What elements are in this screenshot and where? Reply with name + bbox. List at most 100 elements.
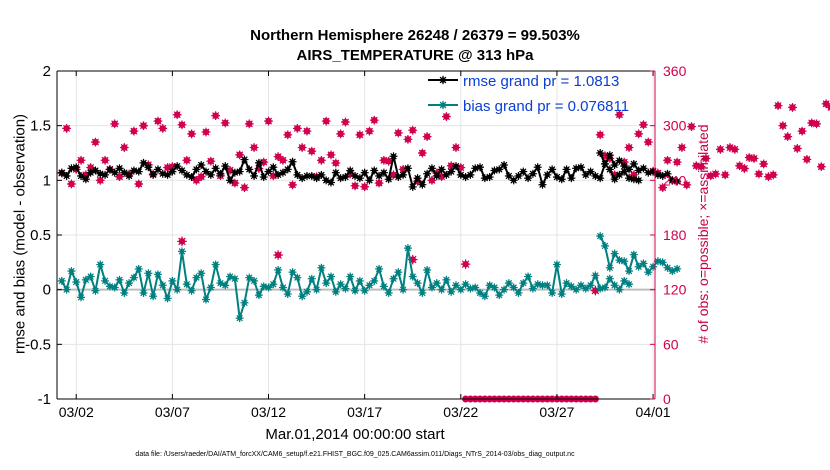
bias-point (379, 282, 388, 291)
bias-point (230, 274, 239, 283)
rmse-point (528, 169, 537, 178)
rmse-point (485, 173, 494, 182)
obs-assimilated-point (773, 101, 783, 111)
y-tick-label-right: 120 (663, 282, 687, 298)
obs-assimilated-point (797, 126, 807, 136)
rmse-point (206, 170, 215, 179)
bias-point (187, 286, 196, 295)
rmse-point (615, 156, 624, 165)
rmse-point (576, 163, 585, 172)
bias-point (543, 281, 552, 290)
bias-point (250, 276, 259, 285)
bias-point (211, 260, 220, 269)
bias-point (500, 285, 509, 294)
bias-point (403, 244, 412, 253)
obs-assimilated-point (393, 128, 403, 138)
bias-point (336, 280, 345, 289)
obs-assimilated-point (326, 150, 336, 160)
obs-assimilated-point (408, 125, 418, 135)
obs-assimilated-point (740, 164, 749, 173)
rmse-point (365, 176, 374, 185)
obs-assimilated-point (792, 144, 802, 153)
bias-point (67, 267, 76, 276)
rmse-point (360, 168, 369, 177)
rmse-point (567, 174, 576, 183)
obs-assimilated-point (374, 178, 384, 188)
bias-point (221, 281, 230, 290)
y-tick-label-left: 1 (43, 172, 51, 189)
rmse-point (375, 171, 384, 180)
rmse-point (437, 165, 446, 174)
obs-assimilated-point (735, 161, 745, 171)
bias-point (317, 263, 326, 272)
bias-point (81, 275, 90, 284)
obs-assimilated-point (369, 115, 379, 125)
bias-point (283, 290, 292, 299)
obs-assimilated-point (595, 130, 605, 140)
rmse-point (245, 165, 254, 174)
obs-assimilated-point (211, 111, 221, 121)
rmse-point (389, 152, 398, 161)
legend-marker (438, 75, 448, 85)
legend-label: bias grand pr = 0.076811 (463, 98, 629, 115)
grid-layer (57, 70, 655, 400)
obs-assimilated-point (273, 152, 283, 162)
rmse-point (418, 180, 427, 189)
bias-point (322, 279, 331, 288)
bias-point (202, 295, 211, 304)
rmse-point (168, 167, 177, 176)
obs-assimilated-point (682, 180, 692, 190)
bias-point (278, 283, 287, 292)
bias-point (163, 294, 172, 303)
obs-assimilated-point (350, 181, 360, 191)
bias-point (552, 260, 561, 269)
bias-point (355, 276, 364, 285)
rmse-point (322, 176, 331, 185)
bias-point (394, 268, 403, 277)
bias-point (413, 279, 422, 288)
bias-point (312, 285, 321, 294)
bias-point (351, 286, 360, 295)
bias-point (158, 281, 167, 290)
rmse-point (466, 170, 475, 179)
obs-assimilated-point (307, 146, 317, 156)
bias-point (153, 270, 162, 279)
bias-point (384, 288, 393, 297)
bias-point (235, 314, 244, 323)
rmse-point (423, 169, 432, 178)
bias-point (490, 283, 499, 292)
obs-assimilated-point (768, 170, 778, 180)
bias-point (72, 278, 81, 287)
obs-assimilated-point (278, 155, 288, 165)
obs-assimilated-point (441, 112, 451, 121)
rmse-point (625, 165, 634, 174)
bias-point (519, 279, 528, 288)
bias-point (423, 265, 432, 274)
obs-assimilated-point (403, 134, 413, 144)
rmse-point (327, 178, 336, 187)
obs-assimilated-point (730, 144, 740, 154)
rmse-point (500, 161, 509, 170)
y-tick-label-right: 180 (663, 227, 687, 243)
bias-point (673, 264, 682, 273)
bias-point (408, 272, 417, 281)
rmse-point (581, 170, 590, 179)
rmse-point (312, 174, 321, 183)
bias-point (115, 275, 124, 284)
obs-assimilated-point (672, 157, 682, 167)
rmse-point (538, 180, 547, 189)
rmse-point (596, 174, 605, 183)
rmse-point (202, 167, 211, 176)
bias-point (269, 280, 278, 289)
rmse-point (57, 168, 66, 177)
bias-point (173, 285, 182, 294)
bias-point (480, 292, 489, 301)
rmse-point (673, 177, 682, 186)
rmse-point (144, 163, 153, 172)
legend-marker (438, 100, 448, 110)
rmse-point (370, 166, 379, 175)
rmse-point (519, 167, 528, 176)
y-tick-label-left: 1.5 (30, 118, 51, 135)
bias-point (629, 250, 638, 259)
